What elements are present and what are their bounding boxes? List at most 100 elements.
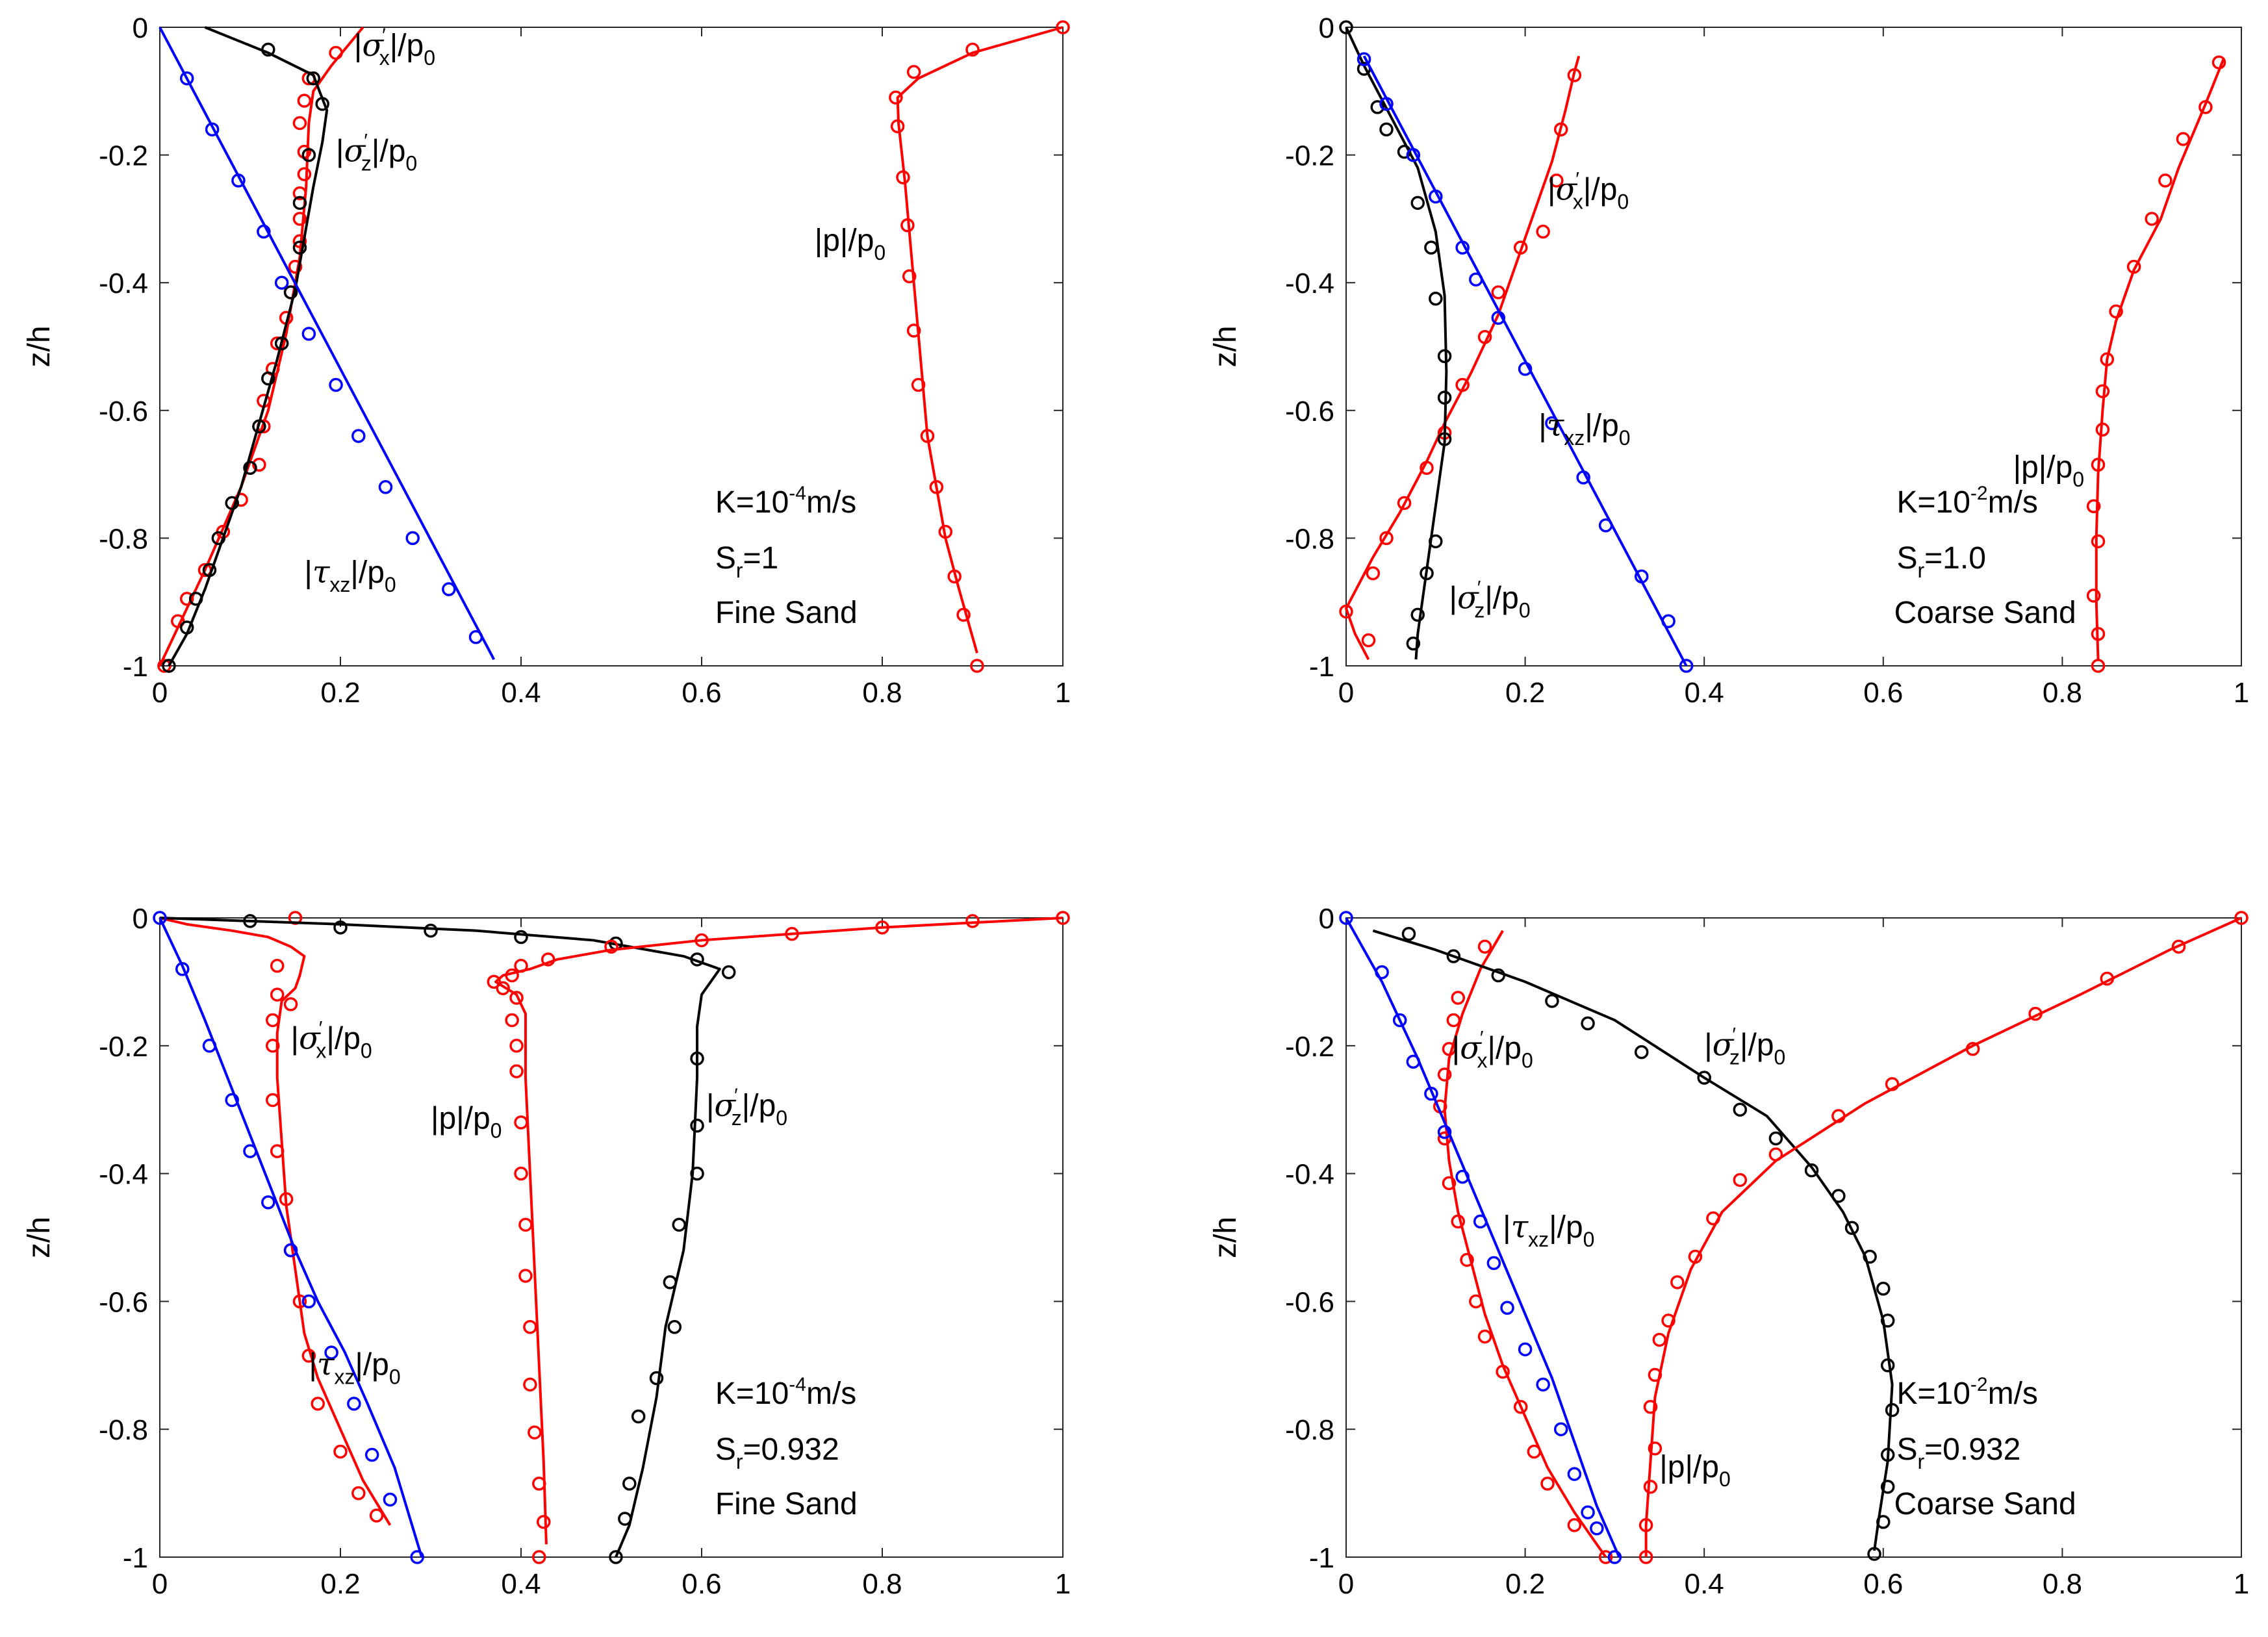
data-point-marker [514, 959, 528, 973]
x-tick-label: 0 [152, 1568, 168, 1600]
param-text: S [715, 1432, 736, 1467]
label-subscript: 0 [1522, 1048, 1533, 1072]
data-point-marker [364, 1447, 379, 1462]
y-tick-label: -0.6 [99, 396, 148, 427]
x-tick-label: 0.2 [1505, 1568, 1545, 1600]
data-point-marker [225, 496, 239, 511]
label-prime: ′ [382, 25, 386, 46]
param-superscript: -4 [789, 1374, 806, 1395]
x-tick-label: 0 [1338, 677, 1354, 709]
x-tick-label: 0.2 [320, 1568, 360, 1600]
data-point-marker [1661, 614, 1676, 628]
data-point-marker [270, 336, 285, 351]
data-point-marker [902, 269, 917, 284]
series-line [159, 27, 496, 661]
data-point-marker [1706, 1211, 1720, 1226]
data-point-marker [266, 1013, 280, 1028]
label-text: |/p [742, 1089, 776, 1123]
data-point-marker [1477, 1329, 1492, 1344]
label-bar: | [1452, 1031, 1460, 1065]
data-point-marker [1410, 607, 1425, 622]
data-point-marker [1406, 636, 1421, 651]
data-point-marker [1876, 1515, 1891, 1529]
data-point-marker [2100, 971, 2115, 986]
y-tick-label: -0.8 [1285, 523, 1334, 555]
label-symbol: σ [1713, 1027, 1735, 1063]
data-point-marker [1437, 390, 1452, 405]
series-horizontal-stress [159, 911, 392, 1526]
annotation-label: |p|/p0 [815, 223, 886, 264]
param-text: Fine Sand [715, 596, 858, 630]
y-axis-label: z/h [1208, 1217, 1243, 1258]
data-point-marker [292, 116, 307, 131]
data-point-marker [890, 119, 905, 134]
data-point-marker [965, 42, 980, 57]
data-point-marker [1768, 1131, 1783, 1146]
data-point-marker [1366, 566, 1381, 581]
data-point-marker [690, 1119, 704, 1133]
data-point-marker [2198, 100, 2213, 114]
data-point-marker [509, 1039, 524, 1053]
data-point-marker [1455, 240, 1470, 255]
data-point-marker [270, 959, 285, 973]
data-point-marker [1733, 1173, 1748, 1187]
data-point-marker [929, 480, 944, 494]
data-point-marker [1545, 416, 1559, 431]
label-bar: | [1503, 1210, 1510, 1245]
data-point-marker [785, 926, 799, 941]
data-point-marker [631, 1409, 646, 1424]
data-point-marker [1688, 1249, 1703, 1264]
data-point-marker [292, 186, 307, 201]
data-point-marker [333, 920, 348, 935]
data-point-marker [306, 71, 321, 86]
parameter-label: Sr=0.932 [715, 1432, 839, 1473]
data-point-marker [690, 1051, 704, 1066]
series-shear-stress [153, 911, 424, 1564]
y-tick-label: 0 [1319, 903, 1334, 935]
data-point-marker [1831, 1109, 1846, 1123]
series-line [1345, 917, 1621, 1558]
series-horizontal-stress [1433, 930, 1613, 1564]
data-point-marker [1339, 604, 1353, 619]
param-superscript: -2 [1970, 483, 1988, 504]
data-point-marker [618, 1512, 632, 1526]
label-text: |/p [372, 134, 406, 168]
series-pore-pressure [487, 911, 1070, 1564]
data-point-marker [175, 961, 190, 976]
data-point-marker [315, 97, 329, 111]
data-point-marker [301, 327, 316, 341]
data-point-marker [514, 1115, 528, 1130]
data-point-marker [205, 122, 220, 137]
data-point-marker [225, 1093, 239, 1108]
data-point-marker [2028, 1006, 2043, 1021]
series-vertical-stress [159, 914, 736, 1564]
param-text: =0.932 [1924, 1432, 2020, 1467]
data-point-marker [920, 429, 935, 443]
x-tick-label: 0.8 [862, 1568, 902, 1600]
data-point-marker [667, 1320, 682, 1334]
data-point-marker [487, 974, 502, 989]
param-text: S [1896, 541, 1917, 576]
data-point-marker [2086, 589, 2101, 603]
data-point-marker [274, 336, 289, 351]
data-point-marker [329, 45, 343, 60]
data-point-marker [1513, 1400, 1528, 1414]
data-point-marker [965, 914, 980, 928]
data-point-marker [1844, 1221, 1859, 1235]
data-point-marker [875, 920, 889, 935]
x-tick-label: 0.8 [2043, 677, 2082, 709]
data-point-marker [1880, 1358, 1895, 1373]
data-point-marker [2158, 173, 2172, 188]
label-text: |/p [1549, 1210, 1583, 1245]
parameter-label: Fine Sand [715, 596, 858, 630]
series-line [896, 26, 1064, 654]
series-line [168, 26, 329, 666]
data-point-marker [1424, 240, 1438, 255]
panel-fine-sand-saturated: 0 0.2 0.4 0.6 0.8 10-0.2-0.4-0.6-0.8-1z/h|σ′ x… [22, 12, 1071, 709]
data-point-marker [1880, 1480, 1895, 1494]
data-point-marker [153, 911, 167, 925]
x-tick-label: 1 [1055, 677, 1071, 709]
series-line [159, 917, 721, 1558]
param-superscript: -4 [789, 483, 806, 504]
data-point-marker [188, 592, 203, 606]
